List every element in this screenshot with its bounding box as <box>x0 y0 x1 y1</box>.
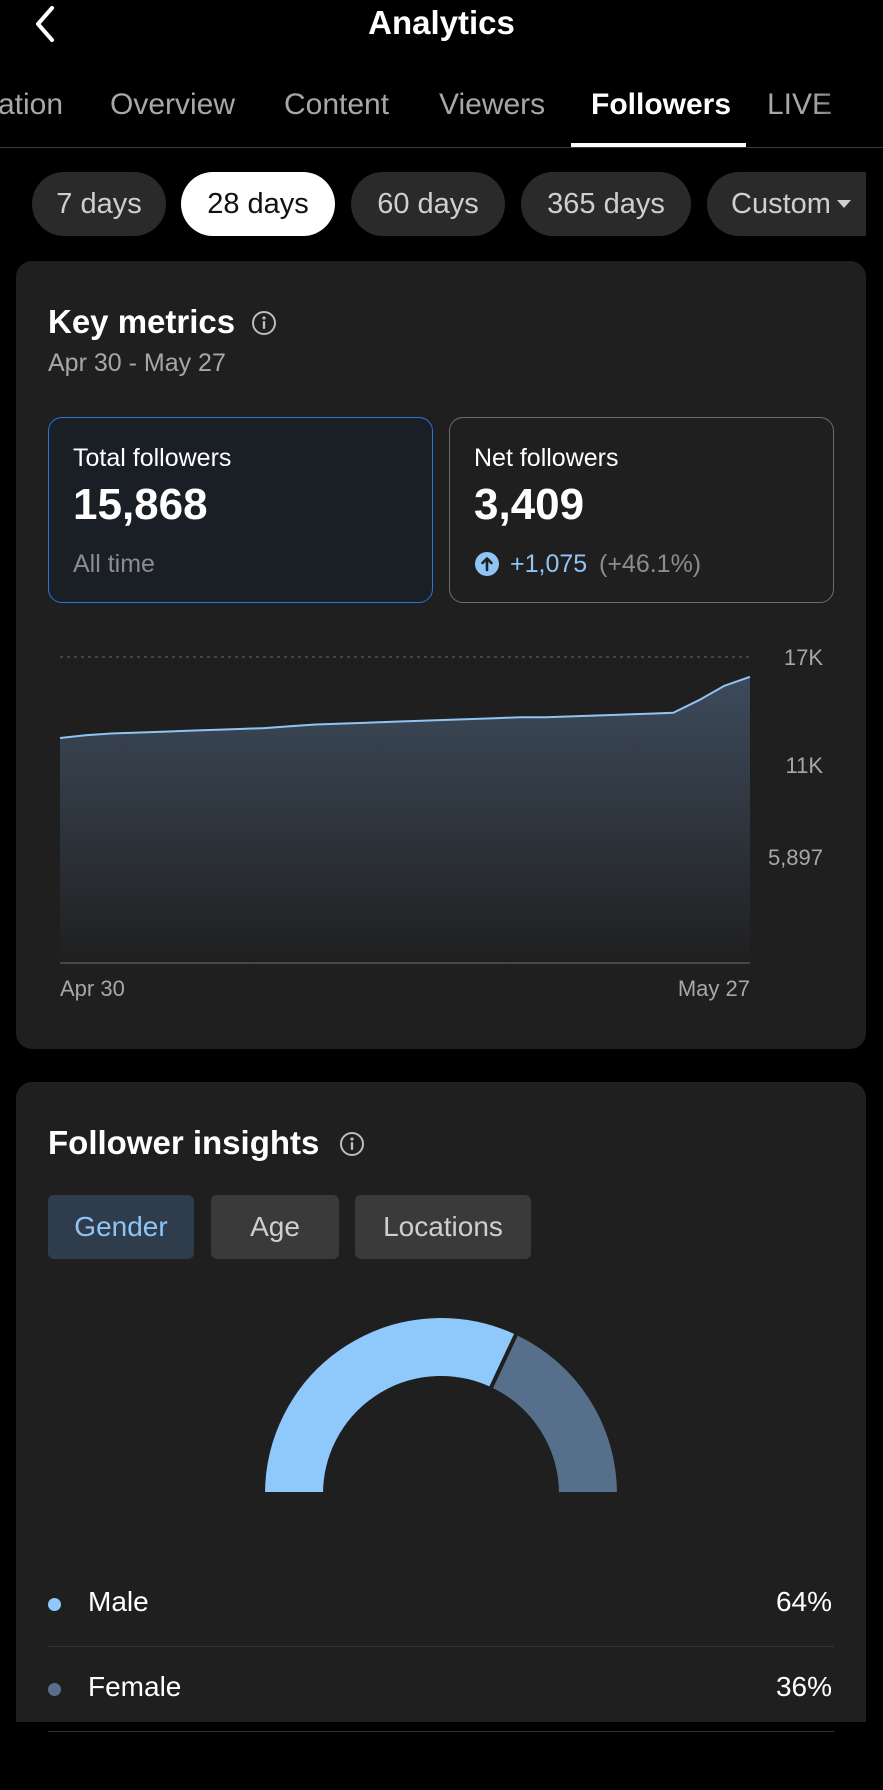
net-followers-label: Net followers <box>474 444 619 472</box>
net-followers-card[interactable]: Net followers 3,409 +1,075 (+46.1%) <box>449 417 834 603</box>
total-followers-label: Total followers <box>73 444 232 472</box>
tab-followers[interactable]: Followers <box>591 88 732 121</box>
chart-series-line <box>59 675 751 739</box>
date-range: Apr 30 - May 27 <box>48 349 226 377</box>
net-followers-change: +1,075 <box>510 550 588 578</box>
tab-viewers[interactable]: Viewers <box>439 88 546 121</box>
net-followers-value: 3,409 <box>474 480 585 529</box>
segment-locations[interactable]: Locations <box>355 1195 531 1259</box>
tab-content[interactable]: Content <box>284 88 390 121</box>
chart-x-tick-label: Apr 30 <box>60 976 125 1001</box>
donut-slice-male[interactable] <box>260 1314 520 1496</box>
back-button[interactable] <box>28 2 68 46</box>
range-chip-60-days[interactable]: 60 days <box>351 172 505 236</box>
gender-half-donut-chart <box>260 1314 622 1496</box>
chart-y-tick-label: 5,897 <box>768 845 823 870</box>
total-followers-card[interactable]: Total followers 15,868 All time <box>48 417 433 603</box>
page-title: Analytics <box>368 4 515 41</box>
range-chip-custom-label: Custom <box>731 188 831 220</box>
chart-x-tick-label: May 27 <box>678 976 750 1001</box>
active-tab-indicator <box>571 143 746 147</box>
donut-slice-female[interactable] <box>487 1330 622 1496</box>
legend-row-female: Female 36% <box>48 1647 834 1732</box>
legend-row-male: Male 64% <box>48 1562 834 1647</box>
info-icon[interactable] <box>339 1131 365 1157</box>
net-followers-change-pct: (+46.1%) <box>599 550 702 578</box>
chart-y-tick-label: 11K <box>785 753 823 778</box>
followers-area-chart: 17K 11K 5,897 Apr 30 May 27 <box>59 645 823 1001</box>
range-chip-7-days[interactable]: 7 days <box>32 172 166 236</box>
chart-area-fill <box>60 676 750 963</box>
date-range-chips: 7 days 28 days 60 days 365 days Custom <box>0 172 866 236</box>
info-icon[interactable] <box>251 310 277 336</box>
total-followers-value: 15,868 <box>73 480 208 529</box>
key-metrics-title: Key metrics <box>48 303 236 340</box>
range-chip-custom[interactable]: Custom <box>707 172 866 236</box>
tab-overview[interactable]: Overview <box>110 88 236 121</box>
tabs-scroll-fade <box>813 70 883 146</box>
legend-value: 64% <box>775 1586 832 1617</box>
follower-insights-card: Follower insights Gender Age Locations M… <box>16 1082 866 1732</box>
total-followers-sub: All time <box>73 550 155 578</box>
legend-label: Male <box>88 1586 149 1617</box>
tab-bar: ation Overview Content Viewers Followers… <box>0 70 883 148</box>
segment-gender[interactable]: Gender <box>48 1195 194 1259</box>
caret-down-icon <box>837 200 851 208</box>
follower-insights-title: Follower insights <box>48 1124 320 1161</box>
segment-age[interactable]: Age <box>211 1195 339 1259</box>
legend-value: 36% <box>775 1671 832 1702</box>
top-bar: Analytics <box>0 0 883 50</box>
tab-information[interactable]: ation <box>0 88 64 121</box>
chart-y-tick-label: 17K <box>784 645 823 670</box>
chevron-left-icon <box>36 6 54 42</box>
legend-label: Female <box>88 1671 182 1702</box>
legend-dot <box>48 1683 61 1696</box>
range-chip-365-days[interactable]: 365 days <box>521 172 691 236</box>
arrow-up-circle-icon <box>475 552 499 576</box>
legend-dot <box>48 1598 61 1611</box>
range-chip-28-days[interactable]: 28 days <box>181 172 335 236</box>
key-metrics-card: Key metrics Apr 30 - May 27 Total follow… <box>16 261 866 1049</box>
